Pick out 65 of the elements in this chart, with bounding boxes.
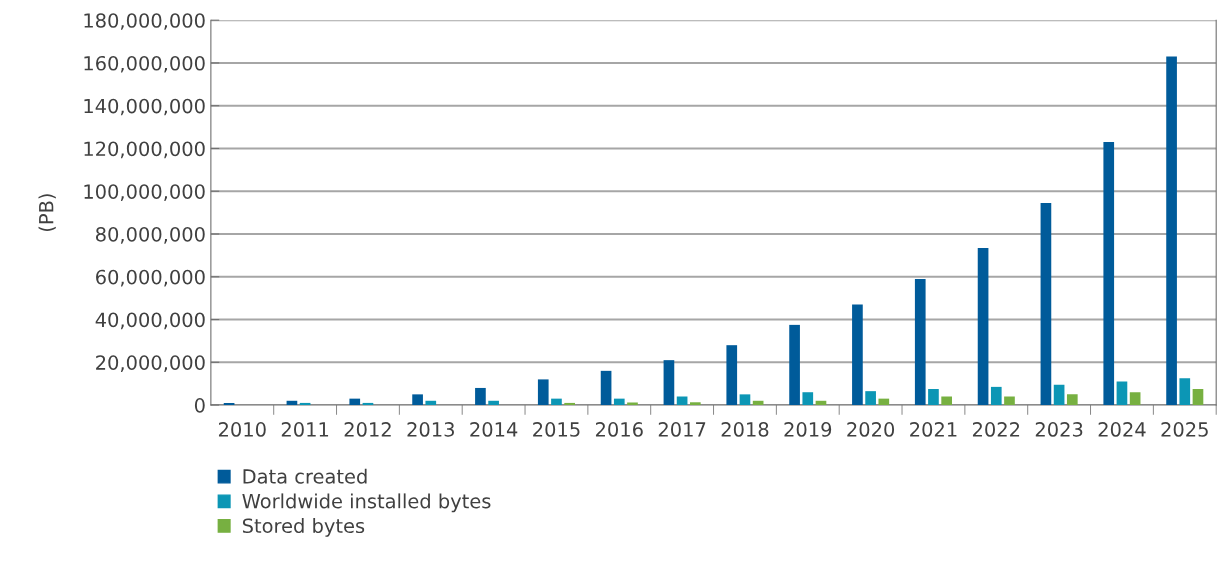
x-tick-label: 2014 bbox=[470, 422, 518, 437]
legend-label: Worldwide installed bytes bbox=[242, 493, 491, 513]
bar bbox=[1004, 396, 1015, 406]
bar bbox=[488, 400, 499, 406]
bar bbox=[977, 247, 989, 406]
bar bbox=[600, 370, 612, 406]
bar bbox=[551, 398, 562, 406]
bar bbox=[878, 398, 890, 406]
bar bbox=[564, 402, 575, 406]
legend-label: Data created bbox=[243, 468, 367, 484]
bar bbox=[1040, 203, 1052, 406]
y-tick-label: 20,000,000 bbox=[96, 355, 205, 372]
x-tick-label: 2020 bbox=[847, 422, 895, 437]
x-tick-label: 2022 bbox=[972, 422, 1020, 437]
bar bbox=[865, 391, 876, 406]
bar bbox=[425, 400, 437, 406]
x-tick-label: 2010 bbox=[218, 422, 266, 437]
y-tick-label: 0 bbox=[194, 398, 205, 413]
bar bbox=[1053, 384, 1065, 406]
y-tick-label: 140,000,000 bbox=[84, 98, 205, 116]
bar bbox=[941, 396, 952, 406]
y-tick-label: 180,000,000 bbox=[84, 13, 205, 30]
bar bbox=[689, 402, 701, 406]
bar bbox=[1166, 56, 1177, 406]
bar bbox=[613, 398, 625, 406]
x-tick-label: 2013 bbox=[407, 422, 454, 437]
x-tick-label: 2025 bbox=[1161, 422, 1208, 437]
bar bbox=[1103, 142, 1115, 406]
bar bbox=[537, 379, 549, 406]
x-tick-label: 2015 bbox=[533, 422, 580, 437]
x-tick-label: 2016 bbox=[595, 422, 643, 437]
bar bbox=[914, 278, 926, 406]
bar bbox=[739, 394, 751, 406]
bar bbox=[349, 398, 361, 406]
x-tick-label: 2024 bbox=[1098, 422, 1146, 437]
y-tick-label: 160,000,000 bbox=[84, 55, 205, 73]
bar bbox=[990, 386, 1002, 406]
bar bbox=[789, 324, 800, 406]
x-tick-label: 2017 bbox=[658, 422, 706, 437]
bar bbox=[475, 387, 486, 406]
x-tick-label: 2021 bbox=[910, 422, 957, 437]
bar bbox=[627, 402, 638, 406]
y-tick-label: 120,000,000 bbox=[84, 141, 205, 159]
bar bbox=[802, 392, 814, 406]
y-tick-label: 80,000,000 bbox=[96, 226, 205, 244]
x-tick-label: 2012 bbox=[344, 422, 391, 437]
bar bbox=[1192, 389, 1204, 406]
bar bbox=[1129, 392, 1141, 406]
bar bbox=[663, 360, 675, 406]
bar bbox=[412, 394, 423, 406]
bar bbox=[1066, 394, 1078, 406]
y-tick-label: 40,000,000 bbox=[95, 312, 205, 330]
x-tick-label: 2023 bbox=[1035, 422, 1083, 437]
y-tick-label: 60,000,000 bbox=[96, 269, 205, 287]
bar bbox=[1116, 381, 1128, 406]
bar bbox=[726, 345, 738, 406]
y-axis-title: (PB) bbox=[38, 194, 56, 232]
bar bbox=[1179, 378, 1191, 406]
x-tick-label: 2019 bbox=[784, 422, 832, 437]
bar bbox=[852, 304, 863, 406]
x-tick-label: 2018 bbox=[721, 422, 769, 437]
x-tick-label: 2011 bbox=[281, 422, 329, 437]
legend-label: Stored bytes bbox=[242, 518, 365, 537]
y-tick-label: 100,000,000 bbox=[84, 184, 205, 201]
bar bbox=[928, 389, 939, 406]
